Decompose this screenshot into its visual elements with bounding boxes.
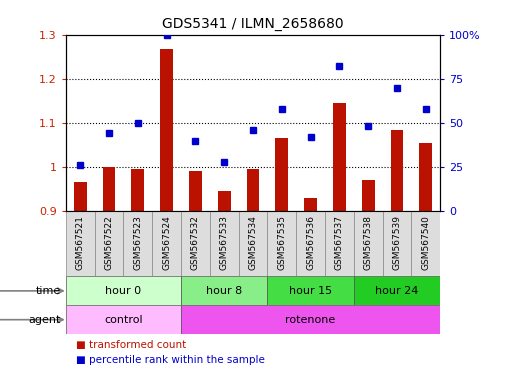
Text: hour 15: hour 15 (288, 286, 331, 296)
Bar (353, 211, 382, 276)
Text: GSM567535: GSM567535 (277, 215, 286, 270)
Bar (66, 276, 181, 305)
Bar (275, 138, 288, 211)
Bar (152, 211, 181, 276)
Text: GSM567534: GSM567534 (248, 215, 257, 270)
Text: GSM567539: GSM567539 (392, 215, 401, 270)
Bar (210, 211, 238, 276)
Bar (411, 211, 439, 276)
Text: GSM567521: GSM567521 (76, 215, 84, 270)
Bar (332, 103, 345, 211)
Bar (103, 167, 115, 211)
Text: rotenone: rotenone (285, 314, 335, 325)
Bar (246, 169, 259, 211)
Bar (390, 129, 402, 211)
Bar (353, 276, 439, 305)
Bar (295, 211, 324, 276)
Text: GSM567523: GSM567523 (133, 215, 142, 270)
Text: time: time (35, 286, 61, 296)
Text: hour 24: hour 24 (375, 286, 418, 296)
Bar (324, 211, 353, 276)
Bar (238, 211, 267, 276)
Bar (160, 49, 173, 211)
Bar (267, 276, 353, 305)
Text: ■ percentile rank within the sample: ■ percentile rank within the sample (76, 355, 264, 365)
Bar (131, 169, 144, 211)
Text: GSM567532: GSM567532 (190, 215, 199, 270)
Bar (304, 198, 317, 211)
Bar (382, 211, 411, 276)
Bar (267, 211, 295, 276)
Bar (66, 305, 181, 334)
Bar (361, 180, 374, 211)
Text: hour 0: hour 0 (105, 286, 141, 296)
Text: GSM567536: GSM567536 (306, 215, 315, 270)
Bar (74, 182, 86, 211)
Bar (181, 276, 267, 305)
Text: ■ transformed count: ■ transformed count (76, 340, 186, 350)
Text: GSM567537: GSM567537 (334, 215, 343, 270)
Bar (181, 211, 210, 276)
Bar (66, 211, 94, 276)
Bar (419, 143, 431, 211)
Text: control: control (104, 314, 142, 325)
Bar (123, 211, 152, 276)
Bar (181, 305, 439, 334)
Bar (94, 211, 123, 276)
Text: agent: agent (28, 314, 61, 325)
Bar (188, 171, 201, 211)
Text: GDS5341 / ILMN_2658680: GDS5341 / ILMN_2658680 (162, 17, 343, 31)
Text: GSM567522: GSM567522 (104, 215, 113, 270)
Text: GSM567533: GSM567533 (219, 215, 228, 270)
Text: GSM567538: GSM567538 (363, 215, 372, 270)
Text: GSM567524: GSM567524 (162, 215, 171, 270)
Text: GSM567540: GSM567540 (421, 215, 429, 270)
Bar (217, 191, 230, 211)
Text: hour 8: hour 8 (206, 286, 242, 296)
